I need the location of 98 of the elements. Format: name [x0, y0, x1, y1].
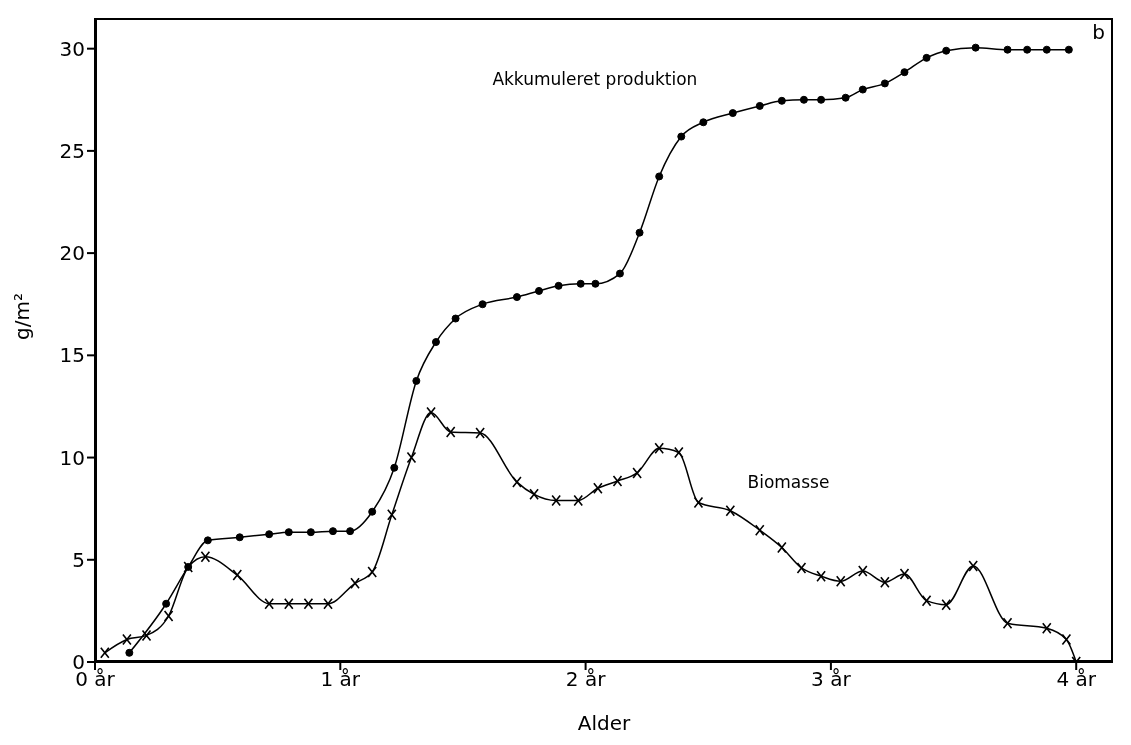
point: [754, 524, 765, 536]
point: [755, 101, 764, 110]
point: [346, 527, 355, 536]
x-tick-label: 4 år: [1056, 667, 1097, 692]
point: [478, 300, 487, 309]
point: [235, 533, 244, 542]
point: [968, 560, 978, 572]
point: [880, 79, 889, 88]
point: [1041, 622, 1052, 635]
point: [777, 96, 786, 105]
point: [426, 406, 436, 419]
y-tick-label: 20: [59, 241, 85, 266]
point: [921, 594, 932, 607]
point: [200, 550, 211, 563]
point: [1064, 45, 1073, 54]
point: [817, 95, 826, 104]
point: [306, 528, 315, 537]
point: [899, 568, 910, 580]
point: [512, 293, 521, 302]
point: [942, 46, 951, 55]
point: [163, 610, 174, 622]
point: [591, 279, 600, 288]
point: [162, 599, 171, 608]
point: [125, 648, 134, 657]
point: [612, 475, 623, 487]
point: [390, 463, 399, 472]
point: [554, 281, 563, 290]
point: [728, 109, 737, 118]
point: [1002, 617, 1013, 629]
x-tick-label: 1 år: [320, 667, 361, 692]
point: [615, 269, 624, 278]
point: [971, 43, 980, 52]
point: [1042, 45, 1051, 54]
series-label: Biomasse: [747, 471, 830, 492]
point: [264, 597, 274, 610]
point: [576, 279, 585, 288]
point: [835, 575, 846, 588]
point: [858, 85, 867, 94]
point: [841, 93, 850, 102]
point: [323, 597, 333, 610]
point: [573, 494, 584, 507]
point: [412, 376, 421, 385]
point: [203, 536, 212, 545]
point: [941, 598, 951, 611]
point: [699, 118, 708, 127]
point: [303, 597, 314, 610]
point: [367, 566, 377, 578]
point: [655, 172, 664, 181]
point: [880, 576, 890, 589]
point: [922, 53, 931, 62]
point: [284, 528, 293, 537]
point: [529, 488, 539, 501]
point: [796, 562, 807, 574]
y-tick-label: 10: [59, 445, 85, 470]
point: [857, 565, 868, 577]
point: [535, 286, 543, 295]
point: [635, 228, 644, 237]
point: [406, 451, 417, 464]
point: [100, 647, 110, 659]
point: [816, 570, 826, 582]
y-axis-title: g/m²: [10, 293, 35, 340]
x-tick-label: 2 år: [565, 667, 607, 692]
point: [512, 476, 522, 488]
point: [265, 530, 274, 539]
x-tick-label: 3 år: [811, 667, 852, 692]
point: [387, 509, 397, 521]
point: [1023, 45, 1032, 54]
y-tick-label: 15: [59, 343, 85, 368]
x-axis-title: Alder: [577, 711, 631, 735]
point: [475, 427, 485, 439]
point: [350, 577, 360, 590]
point: [232, 569, 243, 581]
point: [725, 504, 736, 517]
annotation: b: [1092, 20, 1105, 44]
point: [900, 68, 909, 77]
point: [328, 527, 337, 536]
point: [451, 314, 460, 323]
point: [799, 95, 808, 104]
point: [1003, 45, 1012, 54]
point: [122, 633, 132, 646]
point: [141, 629, 152, 642]
point: [283, 597, 294, 610]
point: [1061, 633, 1072, 646]
point: [593, 482, 603, 495]
point: [677, 132, 686, 141]
point: [674, 446, 684, 459]
y-tick-label: 25: [59, 138, 85, 163]
point: [693, 496, 704, 509]
point: [551, 494, 561, 507]
y-tick-label: 30: [59, 36, 85, 61]
point: [368, 507, 377, 516]
point: [654, 442, 664, 455]
point: [445, 426, 456, 438]
point: [777, 541, 787, 554]
y-tick-label: 5: [72, 547, 85, 572]
point: [431, 338, 440, 347]
series-label: Akkumuleret produktion: [492, 69, 698, 90]
point: [632, 467, 642, 479]
